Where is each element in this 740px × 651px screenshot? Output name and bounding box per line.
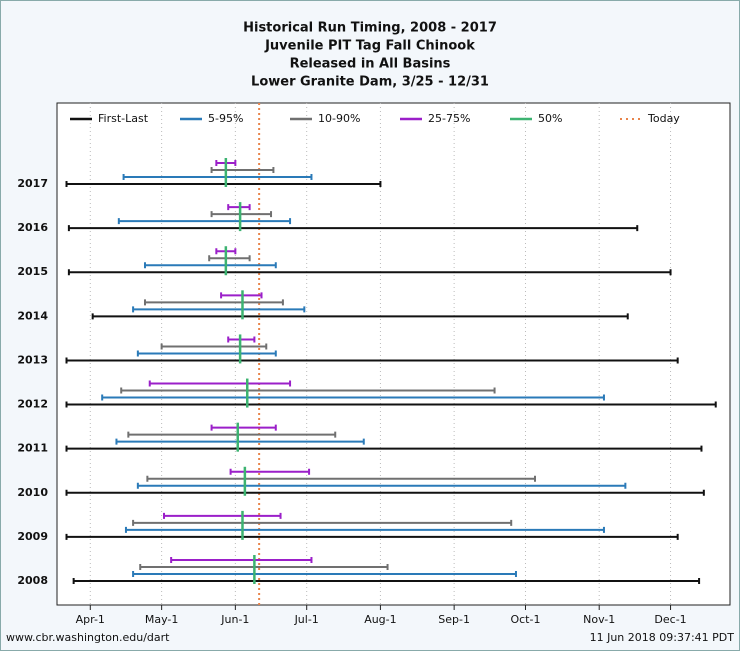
range-bar xyxy=(120,387,496,394)
y-tick-label: 2014 xyxy=(17,309,48,322)
x-tick-label: Jun-1 xyxy=(220,613,249,626)
x-tick-label: Aug-1 xyxy=(364,613,396,626)
x-tick-label: Oct-1 xyxy=(510,613,540,626)
x-tick-label: Apr-1 xyxy=(76,613,105,626)
range-bar xyxy=(148,380,292,387)
chart-title: Released in All Basins xyxy=(290,57,451,72)
range-bar xyxy=(124,526,605,533)
range-bar xyxy=(65,489,705,496)
chart-title: Juvenile PIT Tag Fall Chinook xyxy=(264,39,475,54)
y-tick-label: 2016 xyxy=(17,221,48,234)
x-tick-label: Sep-1 xyxy=(438,613,470,626)
range-bar xyxy=(210,424,277,431)
legend-label: 25-75% xyxy=(428,112,470,125)
chart-title: Historical Run Timing, 2008 - 2017 xyxy=(243,21,497,36)
range-bar xyxy=(65,401,717,408)
range-bar xyxy=(65,181,382,187)
range-bar xyxy=(210,167,275,173)
range-bar xyxy=(65,357,679,364)
footer-left: www.cbr.washington.edu/dart xyxy=(6,631,170,644)
range-bar xyxy=(136,350,277,357)
range-bar xyxy=(132,306,306,313)
range-bar xyxy=(91,313,629,320)
range-bar xyxy=(170,557,313,563)
legend-label: 5-95% xyxy=(208,112,243,125)
y-tick-label: 2017 xyxy=(17,177,48,190)
range-bar xyxy=(146,475,536,482)
range-bar xyxy=(127,431,337,438)
x-tick-label: Dec-1 xyxy=(654,613,686,626)
y-tick-label: 2013 xyxy=(17,353,48,366)
x-tick-label: Jul-1 xyxy=(294,613,319,626)
range-bar xyxy=(67,269,672,276)
chart-title: Lower Granite Dam, 3/25 - 12/31 xyxy=(251,75,489,90)
y-tick-label: 2010 xyxy=(17,486,48,499)
range-bar xyxy=(143,299,284,306)
range-bar xyxy=(117,218,292,225)
range-bar xyxy=(67,225,639,232)
range-bar xyxy=(136,482,627,489)
y-tick-label: 2012 xyxy=(17,398,48,411)
range-bar xyxy=(72,578,701,584)
range-bar xyxy=(132,519,513,526)
y-tick-label: 2011 xyxy=(17,442,48,455)
range-bar xyxy=(132,571,517,577)
range-bar xyxy=(208,255,251,262)
range-bar xyxy=(115,438,365,445)
x-tick-label: May-1 xyxy=(145,613,179,626)
range-bar xyxy=(65,445,703,452)
legend-label: Today xyxy=(647,112,680,125)
range-bar xyxy=(122,174,313,180)
range-bar xyxy=(160,343,268,350)
range-bar xyxy=(101,394,605,401)
range-bar xyxy=(143,262,277,269)
range-bar xyxy=(139,564,389,570)
legend-label: First-Last xyxy=(98,112,149,125)
legend-label: 10-90% xyxy=(318,112,360,125)
y-tick-label: 2009 xyxy=(17,530,48,543)
range-bar xyxy=(65,533,679,540)
y-tick-label: 2008 xyxy=(17,574,48,587)
x-tick-label: Nov-1 xyxy=(583,613,615,626)
footer-right: 11 Jun 2018 09:37:41 PDT xyxy=(590,631,735,644)
legend-label: 50% xyxy=(538,112,562,125)
range-bar xyxy=(163,512,282,519)
y-tick-label: 2015 xyxy=(17,265,48,278)
